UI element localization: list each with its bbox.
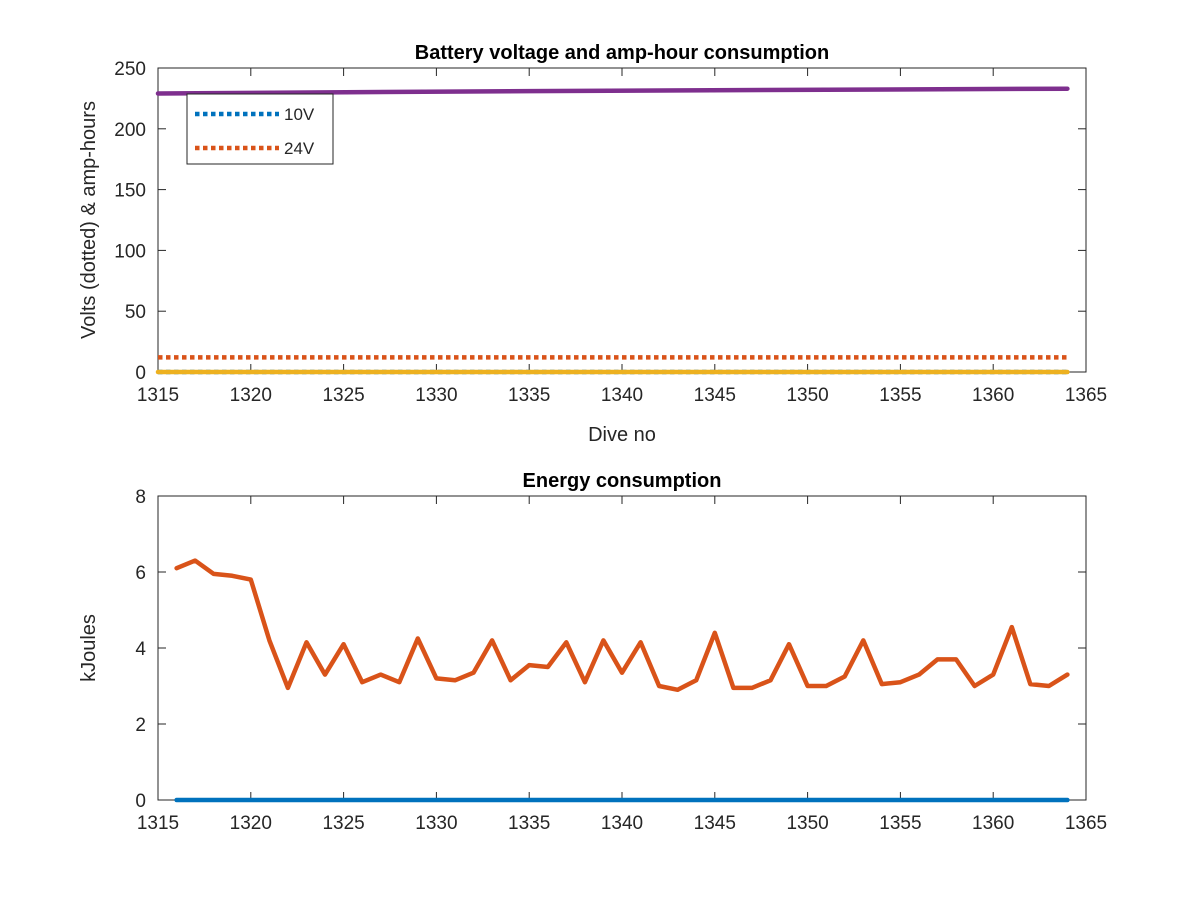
series-line-3 bbox=[155, 86, 1070, 96]
y-tick-label: 6 bbox=[135, 563, 146, 584]
chart-energy-consumption: 1315 1320 1325 1330 1335 1340 1345 1350 1355 1360… bbox=[78, 470, 1107, 834]
y-tick-label: 250 bbox=[114, 59, 146, 80]
x-tick-label: 1340 bbox=[601, 813, 643, 834]
legend-label-10v: 10V bbox=[284, 105, 315, 124]
x-tick-label: 1315 bbox=[137, 813, 179, 834]
series-line-1 bbox=[174, 558, 1070, 693]
legend: 10V 24V bbox=[186, 93, 334, 165]
legend-box bbox=[186, 93, 334, 165]
y-tick-label: 8 bbox=[135, 487, 146, 508]
x-tick-label: 1320 bbox=[230, 813, 272, 834]
x-tick-label: 1335 bbox=[508, 813, 550, 834]
chart-title: Battery voltage and amp-hour consumption bbox=[415, 42, 829, 64]
x-tick-label: 1350 bbox=[786, 385, 828, 406]
x-tick-label: 1360 bbox=[972, 813, 1014, 834]
y-tick-label: 100 bbox=[114, 241, 146, 262]
x-tick-label: 1325 bbox=[322, 813, 364, 834]
x-tick-label: 1365 bbox=[1065, 813, 1107, 834]
x-tick-label: 1315 bbox=[137, 385, 179, 406]
x-tick-label: 1365 bbox=[1065, 385, 1107, 406]
legend-label-24v: 24V bbox=[284, 139, 315, 158]
chart-title: Energy consumption bbox=[523, 470, 722, 492]
x-tick-label: 1325 bbox=[322, 385, 364, 406]
x-tick-label: 1330 bbox=[415, 813, 457, 834]
y-tick-label: 50 bbox=[125, 302, 146, 323]
y-tick-label: 150 bbox=[114, 181, 146, 202]
x-tick-label: 1330 bbox=[415, 385, 457, 406]
x-tick-label: 1355 bbox=[879, 385, 921, 406]
x-tick-label: 1345 bbox=[694, 385, 736, 406]
y-tick-label: 200 bbox=[114, 120, 146, 141]
y-tick-label: 2 bbox=[135, 715, 146, 736]
y-tick-label: 0 bbox=[135, 363, 146, 384]
x-tick-label: 1350 bbox=[786, 813, 828, 834]
chart-battery-voltage: 1315 1320 1325 1330 1335 1340 1345 1350 1355 1360… bbox=[78, 42, 1107, 446]
x-tick-label: 1320 bbox=[230, 385, 272, 406]
y-axis-label: kJoules bbox=[78, 614, 100, 682]
y-tick-label: 0 bbox=[135, 791, 146, 812]
y-tick-label: 4 bbox=[135, 639, 146, 660]
x-axis-label: Dive no bbox=[588, 424, 656, 446]
x-tick-label: 1345 bbox=[694, 813, 736, 834]
x-tick-label: 1360 bbox=[972, 385, 1014, 406]
x-tick-label: 1335 bbox=[508, 385, 550, 406]
y-axis-label: Volts (dotted) & amp-hours bbox=[78, 101, 100, 339]
plot-area bbox=[157, 495, 1087, 801]
x-tick-label: 1355 bbox=[879, 813, 921, 834]
x-tick-label: 1340 bbox=[601, 385, 643, 406]
